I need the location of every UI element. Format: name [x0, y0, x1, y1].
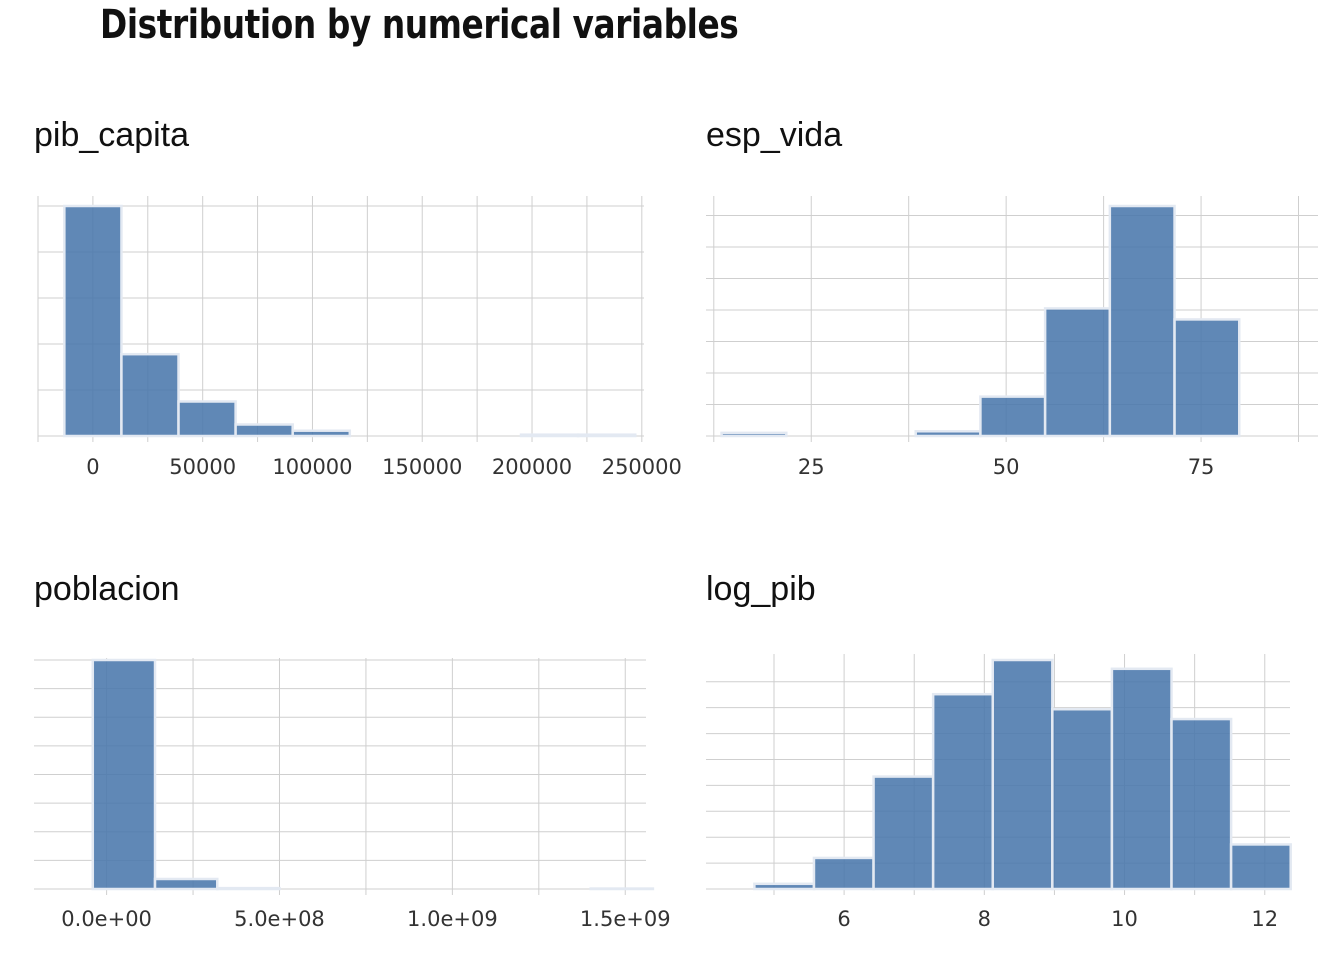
- histogram-bar: [931, 692, 994, 891]
- histogram-bar: [812, 856, 875, 891]
- panel-title-log-pib: log_pib: [706, 570, 816, 608]
- histogram-bar: [1108, 204, 1176, 438]
- histogram-bar: [234, 423, 294, 438]
- x-tick-label: 200000: [492, 455, 572, 479]
- histogram-bar: [153, 877, 219, 891]
- histogram-bar: [1110, 667, 1173, 891]
- x-tick-label: 5.0e+08: [234, 907, 325, 931]
- bars-poblacion: [91, 658, 655, 891]
- x-axis-labels-poblacion: 0.0e+00 5.0e+08 1.0e+09 1.5e+09: [61, 907, 670, 931]
- histogram-bar: [914, 430, 982, 438]
- x-tick-label: 12: [1251, 907, 1278, 931]
- histogram-bar: [991, 658, 1054, 891]
- histogram-bar: [177, 400, 237, 438]
- histogram-bar: [1170, 717, 1233, 891]
- panel-title-pib-capita: pib_capita: [34, 116, 190, 154]
- x-axis-labels-pib-capita: 0 50000 100000 150000 200000 250000: [86, 455, 682, 479]
- x-tick-label: 150000: [382, 455, 462, 479]
- x-tick-label: 250000: [602, 455, 682, 479]
- panel-title-esp-vida: esp_vida: [706, 116, 843, 154]
- bars-log-pib: [753, 658, 1292, 891]
- x-tick-label: 50000: [169, 455, 236, 479]
- histogram-esp-vida: 25 50 75: [706, 196, 1318, 479]
- histogram-bar: [1173, 318, 1241, 438]
- histogram-bar: [753, 882, 816, 891]
- x-tick-label: 25: [798, 455, 825, 479]
- bars-esp-vida: [720, 204, 1241, 438]
- histogram-bar: [63, 204, 123, 438]
- x-tick-label: 0.0e+00: [61, 907, 152, 931]
- grid-pib-capita: [37, 196, 644, 442]
- histogram-bar: [291, 429, 352, 438]
- histogram-bar: [1043, 307, 1112, 438]
- histogram-bar: [979, 395, 1047, 438]
- x-tick-label: 1.5e+09: [580, 907, 671, 931]
- x-tick-label: 10: [1111, 907, 1138, 931]
- chart-main-title: Distribution by numerical variables: [100, 2, 739, 48]
- histogram-bar: [1051, 707, 1114, 891]
- x-tick-label: 50: [993, 455, 1020, 479]
- bars-pib-capita: [63, 204, 637, 438]
- x-tick-label: 1.0e+09: [407, 907, 498, 931]
- x-tick-label: 6: [837, 907, 850, 931]
- x-axis-labels-log-pib: 6 8 10 12: [837, 907, 1278, 931]
- histogram-bar: [120, 352, 180, 438]
- histogram-bar: [216, 886, 281, 891]
- x-tick-label: 75: [1188, 455, 1215, 479]
- histogram-pib-capita: 0 50000 100000 150000 200000 250000: [37, 196, 682, 479]
- panel-title-poblacion: poblacion: [34, 570, 180, 608]
- x-tick-label: 0: [86, 455, 99, 479]
- histogram-bar: [720, 431, 788, 438]
- x-tick-label: 8: [978, 907, 991, 931]
- histogram-bar: [576, 433, 637, 438]
- histogram-poblacion: 0.0e+00 5.0e+08 1.0e+09 1.5e+09: [34, 658, 671, 931]
- x-axis-labels-esp-vida: 25 50 75: [798, 455, 1215, 479]
- x-tick-label: 100000: [272, 455, 352, 479]
- histogram-bar: [872, 775, 935, 891]
- histogram-bar: [519, 433, 580, 438]
- histogram-log-pib: 6 8 10 12: [706, 654, 1292, 931]
- histogram-bar: [1229, 843, 1292, 891]
- histogram-bar: [91, 658, 157, 891]
